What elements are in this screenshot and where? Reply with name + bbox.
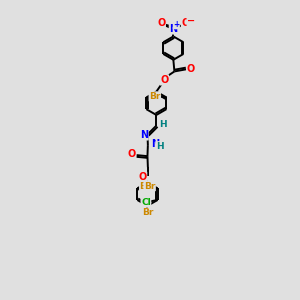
Text: O: O bbox=[128, 149, 136, 159]
Text: N: N bbox=[151, 139, 159, 149]
Text: +: + bbox=[173, 20, 179, 29]
Text: O: O bbox=[138, 172, 147, 182]
Text: N: N bbox=[140, 130, 148, 140]
Text: N: N bbox=[169, 24, 177, 34]
Text: Br: Br bbox=[149, 92, 160, 101]
Text: O: O bbox=[181, 18, 190, 28]
Text: H: H bbox=[159, 120, 167, 129]
Text: Cl: Cl bbox=[141, 198, 151, 207]
Text: −: − bbox=[187, 16, 195, 26]
Text: O: O bbox=[187, 64, 195, 74]
Text: Br: Br bbox=[144, 182, 155, 191]
Text: Br: Br bbox=[140, 182, 151, 191]
Text: Br: Br bbox=[142, 208, 154, 217]
Text: H: H bbox=[156, 142, 164, 151]
Text: O: O bbox=[157, 18, 165, 28]
Text: O: O bbox=[160, 75, 169, 85]
